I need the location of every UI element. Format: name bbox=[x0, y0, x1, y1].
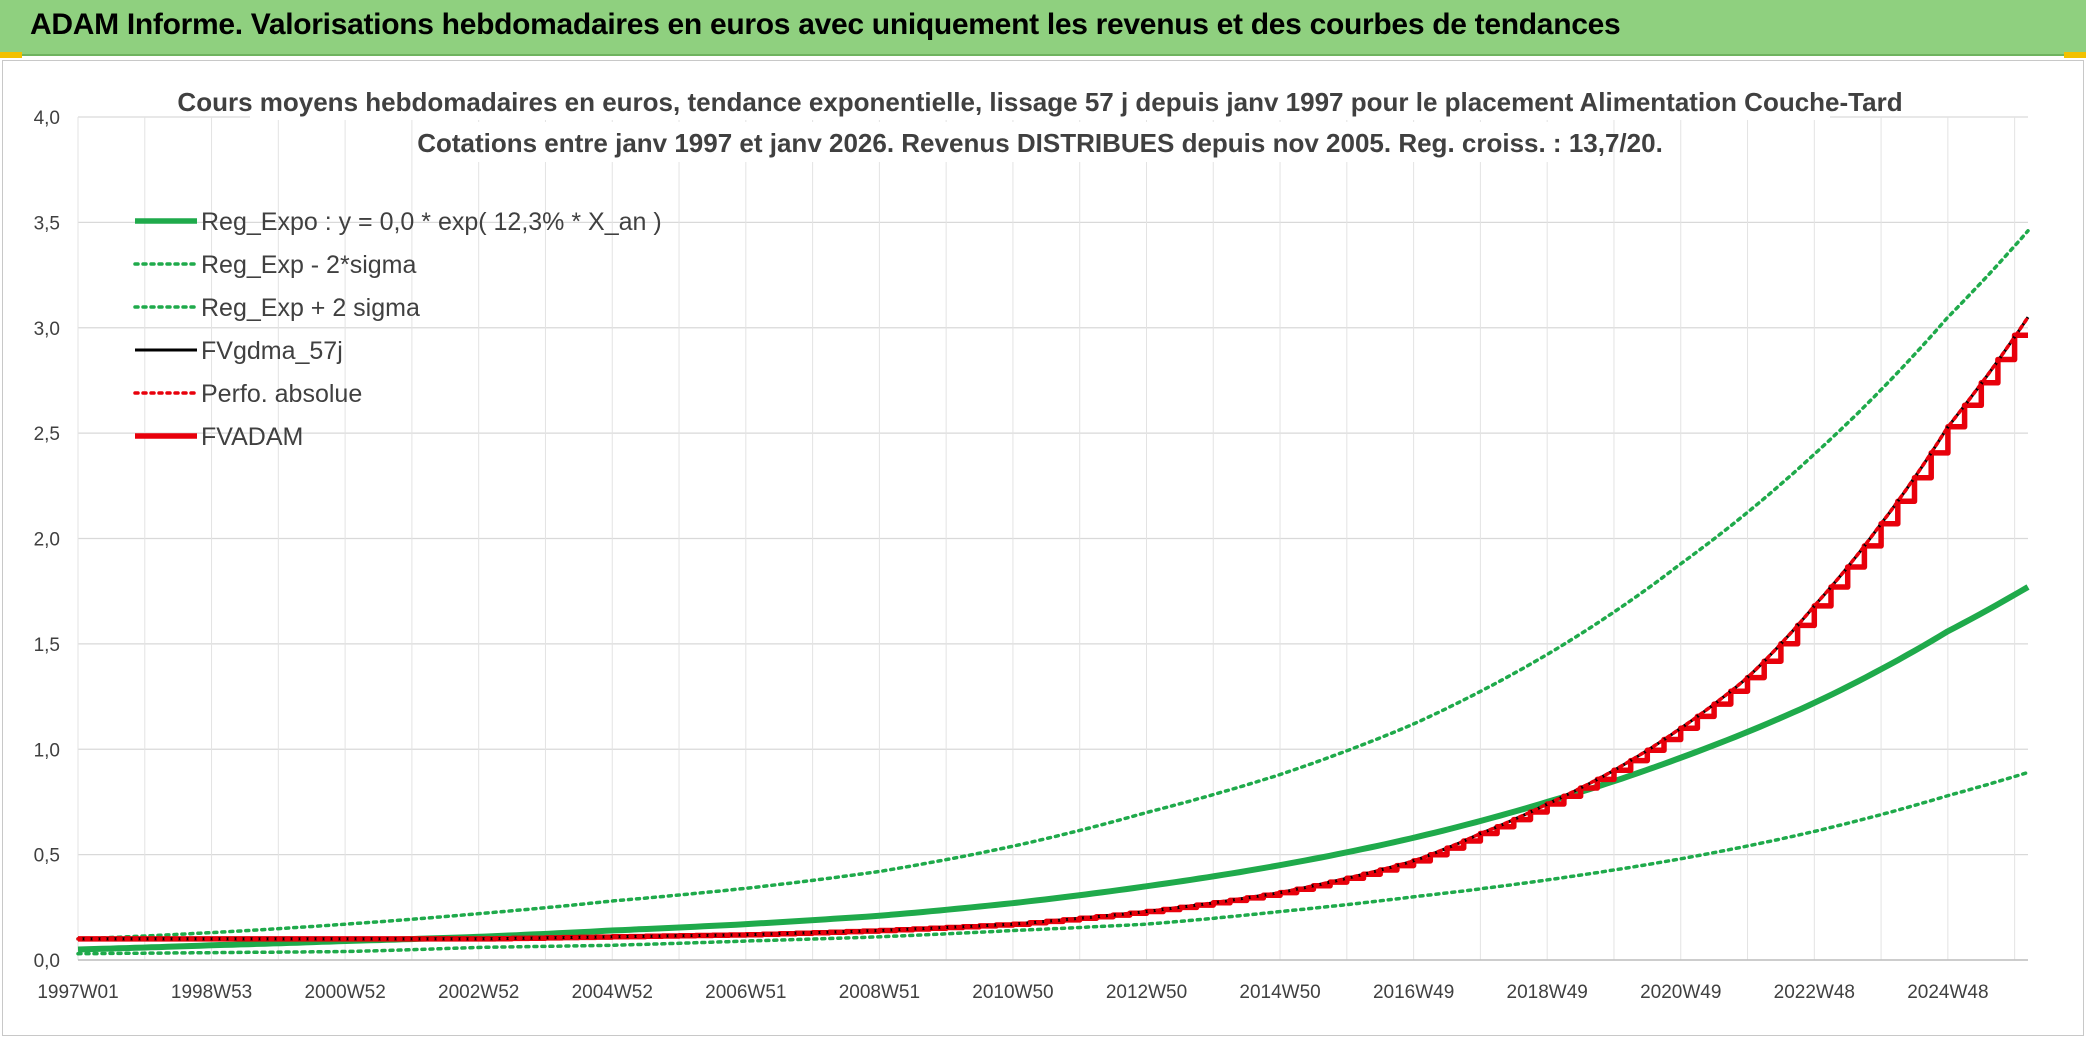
x-tick-label: 1998W53 bbox=[171, 982, 252, 1003]
y-tick-label: 4,0 bbox=[34, 108, 60, 129]
chart-frame bbox=[2, 60, 2084, 1036]
y-tick-label: 3,5 bbox=[34, 213, 60, 234]
x-tick-label: 2014W50 bbox=[1239, 982, 1320, 1003]
x-tick-label: 1997W01 bbox=[37, 982, 118, 1003]
series-line-0 bbox=[77, 584, 2030, 953]
legend-label: Perfo. absolue bbox=[201, 380, 362, 408]
x-tick-label: 2008W51 bbox=[839, 982, 920, 1003]
y-tick-label: 3,0 bbox=[34, 319, 60, 340]
series-line-2 bbox=[76, 229, 2030, 941]
x-tick-label: 2018W49 bbox=[1507, 982, 1588, 1003]
legend-label: FVADAM bbox=[201, 423, 303, 451]
series-line-1 bbox=[76, 770, 2030, 956]
legend-label: Reg_Exp - 2*sigma bbox=[201, 251, 416, 279]
x-tick-label: 2016W49 bbox=[1373, 982, 1454, 1003]
x-tick-label: 2010W50 bbox=[972, 982, 1053, 1003]
subtitle-background bbox=[470, 122, 1610, 162]
series-line-4 bbox=[76, 315, 2030, 941]
y-tick-label: 1,5 bbox=[34, 635, 60, 656]
chart-subtitle: Cotations entre janv 1997 et janv 2026. … bbox=[417, 128, 1663, 158]
x-tick-label: 2012W50 bbox=[1106, 982, 1187, 1003]
chart-series bbox=[76, 229, 2030, 956]
chart-titles: Cours moyens hebdomadaires en euros, ten… bbox=[177, 80, 1903, 162]
banner-corner-right bbox=[2064, 52, 2086, 58]
chart-axes: 0,0 0,5 1,0 1,5 2,0 2,5 3,0 3,5 4,0 1997W01 1998W5… bbox=[34, 108, 2028, 1003]
x-tick-label: 2006W51 bbox=[705, 982, 786, 1003]
legend-label: Reg_Expo : y = 0,0 * exp( 12,3% * X_an ) bbox=[201, 208, 662, 236]
legend-label: Reg_Exp + 2 sigma bbox=[201, 294, 420, 322]
chart-grid bbox=[77, 116, 2028, 961]
x-tick-label: 2000W52 bbox=[304, 982, 385, 1003]
banner-corner-left bbox=[0, 52, 22, 58]
y-tick-label: 1,0 bbox=[34, 740, 60, 761]
chart-legend: Reg_Expo : y = 0,0 * exp( 12,3% * X_an )… bbox=[133, 208, 662, 451]
x-tick-label: 2024W48 bbox=[1907, 982, 1988, 1003]
legend-label: FVgdma_57j bbox=[201, 337, 343, 365]
chart-title: Cours moyens hebdomadaires en euros, ten… bbox=[177, 87, 1902, 117]
x-tick-label: 2020W49 bbox=[1640, 982, 1721, 1003]
title-background bbox=[250, 80, 1830, 120]
x-tick-label: 2002W52 bbox=[438, 982, 519, 1003]
y-tick-label: 2,5 bbox=[34, 424, 60, 445]
y-tick-label: 2,0 bbox=[34, 530, 60, 551]
y-tick-label: 0,0 bbox=[34, 951, 60, 972]
x-tick-label: 2004W52 bbox=[572, 982, 653, 1003]
report-title: ADAM Informe. Valorisations hebdomadaire… bbox=[30, 8, 1621, 41]
y-tick-label: 0,5 bbox=[34, 846, 60, 867]
report-banner: ADAM Informe. Valorisations hebdomadaire… bbox=[0, 0, 2086, 58]
series-line-3 bbox=[78, 316, 2030, 941]
x-tick-label: 2022W48 bbox=[1774, 982, 1855, 1003]
